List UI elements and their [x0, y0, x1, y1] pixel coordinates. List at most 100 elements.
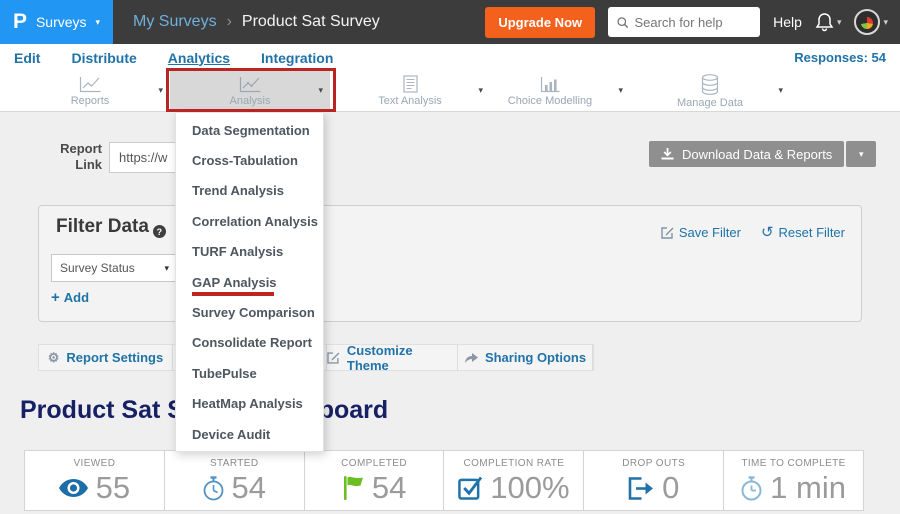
- chevron-down-icon[interactable]: ▾: [318, 85, 323, 96]
- stat-time-to-complete: TIME TO COMPLETE 1 min: [723, 451, 864, 510]
- topbar-right-group: Upgrade Now Help ▾ ▾: [485, 7, 888, 38]
- nav-edit[interactable]: Edit: [14, 50, 40, 66]
- download-icon: [661, 148, 674, 160]
- tab-sharing-options[interactable]: Sharing Options: [458, 345, 593, 370]
- chevron-down-icon: ▾: [164, 263, 169, 274]
- toolbar-reports-button[interactable]: Reports ▾: [10, 71, 170, 111]
- download-button-label: Download Data & Reports: [682, 147, 832, 162]
- chevron-down-icon[interactable]: ▾: [158, 85, 163, 96]
- share-arrow-icon: [464, 352, 478, 364]
- line-chart-icon: [79, 76, 101, 93]
- flag-icon: [342, 475, 364, 501]
- reset-filter-label: Reset Filter: [779, 225, 845, 240]
- toolbar-choice-modelling-button[interactable]: Choice Modelling ▾: [470, 71, 630, 111]
- menu-item-trend-analysis[interactable]: Trend Analysis: [176, 176, 323, 206]
- download-button-group: Download Data & Reports ▾: [649, 141, 876, 167]
- save-filter-label: Save Filter: [679, 225, 741, 240]
- help-link[interactable]: Help: [773, 14, 802, 30]
- download-data-reports-button[interactable]: Download Data & Reports: [649, 141, 844, 167]
- menu-item-gap-analysis[interactable]: GAP Analysis: [176, 267, 323, 297]
- workspace-menu-label: Surveys: [36, 14, 87, 30]
- stat-viewed-value: 55: [96, 470, 130, 506]
- menu-item-data-segmentation[interactable]: Data Segmentation: [176, 115, 323, 145]
- exit-arrow-icon: [628, 477, 654, 500]
- report-link-label: Report Link: [42, 141, 102, 173]
- stat-time-to-complete-value: 1 min: [770, 470, 846, 506]
- stopwatch-icon: [203, 476, 224, 501]
- stat-viewed: VIEWED 55: [24, 451, 164, 510]
- database-icon: [701, 74, 719, 95]
- stat-started-label: STARTED: [210, 458, 259, 469]
- edit-icon: [327, 351, 340, 364]
- toolbar-text-analysis-label: Text Analysis: [378, 95, 442, 107]
- add-filter-button[interactable]: + Add: [51, 289, 89, 306]
- chevron-down-icon[interactable]: ▾: [778, 85, 783, 96]
- stat-drop-outs: DROP OUTS 0: [583, 451, 723, 510]
- toolbar-manage-data-label: Manage Data: [677, 97, 743, 109]
- bar-chart-icon: [540, 76, 560, 93]
- menu-item-consolidate-report[interactable]: Consolidate Report: [176, 328, 323, 358]
- workspace-menu[interactable]: P Surveys ▾: [0, 0, 113, 44]
- filter-data-panel: Filter Data ? Save Filter ↺ Reset Filter…: [38, 205, 862, 322]
- gears-icon: ⚙: [48, 351, 60, 364]
- tab-report-settings[interactable]: ⚙ Report Settings: [39, 345, 173, 370]
- breadcrumb-current-survey: Product Sat Survey: [242, 13, 380, 31]
- analytics-toolbar: Reports ▾ Analysis ▾ Text Analysis ▾ Cho…: [0, 71, 900, 112]
- avatar: [854, 9, 880, 35]
- chevron-down-icon[interactable]: ▾: [618, 85, 623, 96]
- annotation-red-underline: [192, 292, 274, 296]
- responses-count[interactable]: Responses: 54: [794, 50, 886, 65]
- breadcrumb: My Surveys › Product Sat Survey: [133, 13, 380, 31]
- plus-icon: +: [51, 289, 60, 306]
- timer-icon: [741, 476, 762, 501]
- nav-distribute[interactable]: Distribute: [71, 50, 136, 66]
- menu-item-tubepulse[interactable]: TubePulse: [176, 358, 323, 388]
- help-search-box[interactable]: [608, 7, 760, 37]
- toolbar-analysis-label: Analysis: [230, 95, 271, 107]
- undo-icon: ↺: [761, 225, 774, 240]
- breadcrumb-my-surveys[interactable]: My Surveys: [133, 13, 217, 31]
- survey-status-select[interactable]: Survey Status ▾: [51, 254, 178, 282]
- chevron-down-icon: ▾: [837, 18, 842, 27]
- notifications-menu[interactable]: ▾: [815, 12, 842, 32]
- eye-icon: [59, 479, 88, 497]
- stat-completion-rate: COMPLETION RATE 100%: [443, 451, 583, 510]
- stat-drop-outs-value: 0: [662, 470, 679, 506]
- upgrade-now-button[interactable]: Upgrade Now: [485, 7, 595, 38]
- questionpro-logo: P: [13, 10, 27, 34]
- reset-filter-button[interactable]: ↺ Reset Filter: [761, 225, 845, 240]
- nav-integration[interactable]: Integration: [261, 50, 333, 66]
- help-tooltip-icon[interactable]: ?: [153, 225, 166, 238]
- menu-item-cross-tabulation[interactable]: Cross-Tabulation: [176, 145, 323, 175]
- chevron-down-icon: ▾: [96, 18, 101, 27]
- account-menu[interactable]: ▾: [854, 9, 888, 35]
- toolbar-text-analysis-button[interactable]: Text Analysis ▾: [330, 71, 490, 111]
- menu-item-turf-analysis[interactable]: TURF Analysis: [176, 237, 323, 267]
- bell-icon: [815, 12, 834, 32]
- stat-completed-value: 54: [372, 470, 406, 506]
- menu-item-correlation-analysis[interactable]: Correlation Analysis: [176, 206, 323, 236]
- download-options-caret-button[interactable]: ▾: [846, 141, 876, 167]
- top-bar: P Surveys ▾ My Surveys › Product Sat Sur…: [0, 0, 900, 44]
- tab-customize-theme-label: Customize Theme: [347, 343, 457, 373]
- chevron-down-icon: ▾: [883, 18, 888, 27]
- line-chart-icon: [239, 76, 261, 93]
- stat-drop-outs-label: DROP OUTS: [622, 458, 685, 469]
- toolbar-analysis-button[interactable]: Analysis ▾: [170, 71, 330, 111]
- toolbar-manage-data-button[interactable]: Manage Data ▾: [630, 71, 790, 111]
- help-search-input[interactable]: [634, 15, 751, 30]
- checkbox-icon: [458, 476, 482, 500]
- document-icon: [403, 75, 418, 93]
- menu-item-device-audit[interactable]: Device Audit: [176, 419, 323, 449]
- search-icon: [617, 16, 628, 29]
- breadcrumb-chevron-icon: ›: [227, 13, 232, 31]
- save-filter-button[interactable]: Save Filter: [661, 225, 741, 240]
- tab-customize-theme[interactable]: Customize Theme: [327, 345, 458, 370]
- stat-started: STARTED 54: [164, 451, 304, 510]
- nav-analytics[interactable]: Analytics: [168, 50, 230, 66]
- menu-item-heatmap-analysis[interactable]: HeatMap Analysis: [176, 389, 323, 419]
- tab-sharing-options-label: Sharing Options: [485, 350, 586, 365]
- stat-viewed-label: VIEWED: [73, 458, 115, 469]
- analysis-dropdown-menu: Data Segmentation Cross-Tabulation Trend…: [175, 112, 324, 452]
- menu-item-survey-comparison[interactable]: Survey Comparison: [176, 297, 323, 327]
